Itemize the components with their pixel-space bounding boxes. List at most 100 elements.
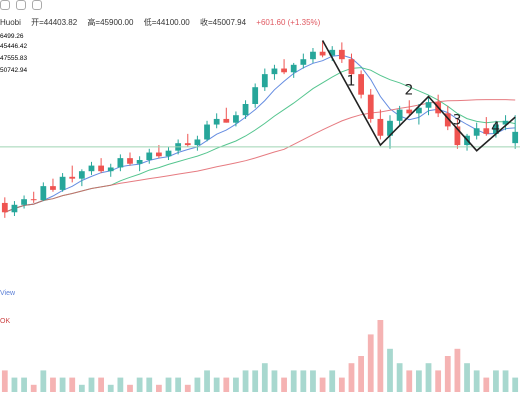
candle-body bbox=[338, 49, 345, 60]
volume-bar bbox=[223, 377, 230, 392]
candle-body bbox=[127, 158, 133, 164]
volume-bar bbox=[493, 370, 499, 392]
volume-bar bbox=[425, 363, 432, 392]
volume-bar bbox=[156, 384, 162, 392]
candle-body bbox=[396, 109, 403, 121]
candle-body bbox=[107, 167, 114, 172]
candle-body bbox=[233, 115, 239, 123]
candle-body bbox=[329, 49, 336, 56]
volume-bar bbox=[117, 377, 124, 392]
volume-bar bbox=[377, 320, 384, 392]
volume-bar bbox=[69, 377, 76, 392]
volume-bar bbox=[310, 370, 316, 392]
close-value: 收=45007.94 bbox=[199, 18, 247, 27]
volume-bar bbox=[165, 377, 172, 392]
volume-bar bbox=[204, 370, 210, 392]
volume-bar bbox=[444, 356, 451, 392]
volume-bar bbox=[319, 377, 326, 392]
trend-drawing bbox=[321, 40, 516, 152]
candle-body bbox=[98, 165, 104, 172]
candle-body bbox=[136, 160, 143, 164]
volume-bar bbox=[88, 377, 95, 392]
snapshot-icon[interactable] bbox=[32, 0, 42, 10]
candle-body bbox=[223, 118, 230, 123]
candle-body bbox=[69, 176, 76, 179]
candle-body bbox=[358, 74, 364, 95]
ma-value-3: 47555.83 bbox=[0, 55, 28, 62]
candle-body bbox=[252, 87, 259, 104]
candle-body bbox=[319, 51, 326, 56]
volume-bar bbox=[271, 370, 278, 392]
candle-body bbox=[425, 102, 432, 108]
candle-body bbox=[50, 186, 56, 190]
volume-bar bbox=[184, 384, 191, 392]
volume-bar bbox=[483, 377, 490, 392]
volume-bar bbox=[348, 363, 355, 392]
ma-mid-line bbox=[4, 67, 516, 213]
volume-bar bbox=[473, 370, 480, 392]
candle-body bbox=[406, 109, 413, 114]
candle-body bbox=[156, 152, 162, 157]
volume-bar bbox=[107, 384, 114, 392]
volume-bar bbox=[464, 363, 470, 392]
chart-toolbar bbox=[0, 0, 42, 12]
candle-body bbox=[454, 126, 461, 146]
exchange-name: Huobi bbox=[0, 18, 21, 27]
candle-body bbox=[146, 152, 153, 160]
volume-bar bbox=[136, 377, 143, 392]
volume-layer bbox=[1, 320, 519, 392]
volume-bar bbox=[21, 377, 27, 392]
candle-layer bbox=[1, 40, 519, 218]
volume-bar bbox=[50, 377, 56, 392]
candle-body bbox=[184, 143, 191, 146]
volume-bar bbox=[416, 370, 422, 392]
volume-bar bbox=[261, 363, 268, 392]
volume-bar bbox=[242, 370, 249, 392]
volume-label: OK bbox=[0, 318, 11, 325]
volume-bar bbox=[512, 377, 519, 392]
volume-bar bbox=[233, 377, 239, 392]
change-value: +601.60 (+1.35%) bbox=[256, 18, 321, 27]
candle-body bbox=[117, 158, 124, 168]
volume-bar bbox=[194, 377, 201, 392]
volume-bar bbox=[127, 384, 133, 392]
candle-body bbox=[40, 186, 47, 201]
candle-body bbox=[387, 120, 393, 136]
volume-bar bbox=[387, 348, 393, 392]
candle-body bbox=[213, 118, 220, 125]
candle-body bbox=[290, 64, 297, 73]
volume-bar bbox=[396, 363, 403, 392]
volume-bar bbox=[40, 370, 47, 392]
candle-body bbox=[512, 131, 519, 144]
candle-body bbox=[242, 104, 249, 116]
candle-body bbox=[271, 68, 278, 75]
candle-body bbox=[377, 118, 384, 136]
view-link[interactable]: View bbox=[0, 290, 16, 297]
volume-bar bbox=[1, 370, 8, 392]
volume-bar bbox=[454, 348, 461, 392]
wave-label: 4 bbox=[491, 120, 500, 136]
volume-bar bbox=[11, 377, 18, 392]
wave-label: 1 bbox=[347, 73, 356, 89]
candle-body bbox=[165, 150, 172, 157]
volume-bar bbox=[406, 370, 413, 392]
high-value: 高=45900.00 bbox=[87, 18, 134, 27]
settings-icon[interactable] bbox=[16, 0, 26, 10]
ohlc-header: Huobi 开=44403.82 高=45900.00 低=44100.00 收… bbox=[0, 16, 328, 30]
volume-bar bbox=[300, 370, 307, 392]
volume-bar bbox=[367, 334, 374, 392]
volume-bar bbox=[329, 370, 336, 392]
volume-bar bbox=[59, 377, 66, 392]
wave-label: 3 bbox=[453, 113, 462, 129]
moving-average-layer bbox=[4, 54, 516, 213]
candle-body bbox=[194, 139, 201, 146]
candle-body bbox=[30, 199, 37, 201]
volume-bar bbox=[281, 377, 287, 392]
candle-body bbox=[444, 113, 451, 127]
volume-bar bbox=[338, 377, 345, 392]
candle-body bbox=[416, 107, 422, 114]
candle-body bbox=[310, 51, 316, 60]
indicator-icon[interactable] bbox=[0, 0, 10, 10]
candle-body bbox=[493, 124, 499, 134]
